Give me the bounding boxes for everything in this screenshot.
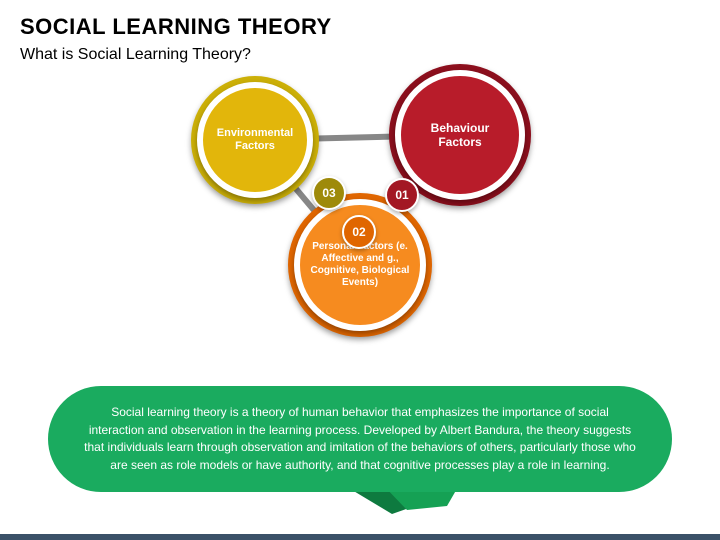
description-text: Social learning theory is a theory of hu… bbox=[84, 405, 636, 471]
node-number-env: 03 bbox=[312, 176, 346, 210]
page-title: SOCIAL LEARNING THEORY bbox=[20, 14, 332, 40]
triad-diagram: Environmental FactorsBehaviour FactorsPe… bbox=[170, 70, 550, 350]
node-env: Environmental Factors bbox=[197, 82, 313, 198]
footer-bar bbox=[0, 534, 720, 540]
node-number-beh: 01 bbox=[385, 178, 419, 212]
node-number-per: 02 bbox=[342, 215, 376, 249]
node-beh: Behaviour Factors bbox=[395, 70, 525, 200]
description-banner: Social learning theory is a theory of hu… bbox=[48, 386, 672, 492]
page-subtitle: What is Social Learning Theory? bbox=[20, 46, 251, 64]
